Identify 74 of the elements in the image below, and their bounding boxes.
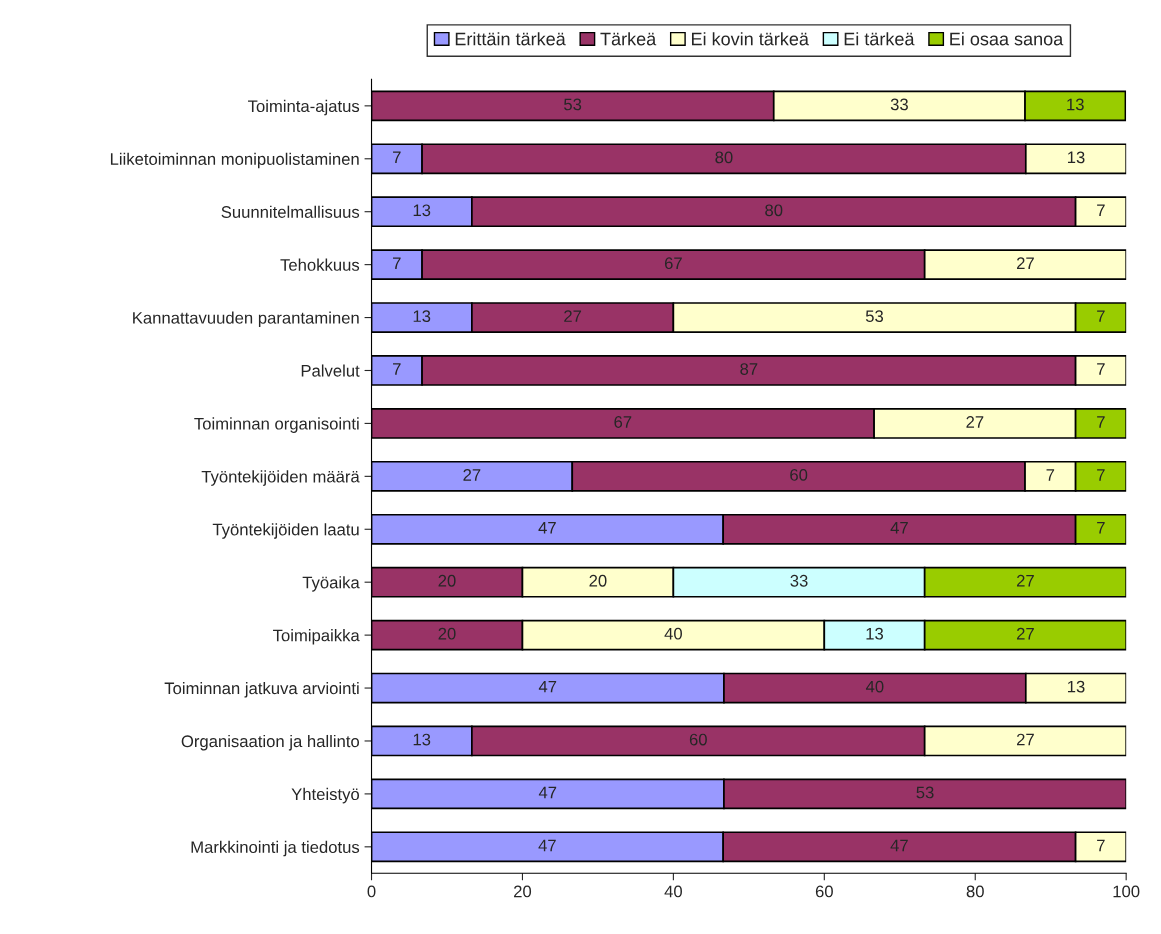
y-tick-label: Organisaation ja hallinto [181,734,360,751]
data-label: 40 [664,627,682,640]
data-label: 27 [564,310,582,322]
y-tick-label: Liiketoiminnan monipuolistaminen [110,152,359,169]
data-label: 27 [1016,257,1034,269]
data-label: 60 [689,733,707,746]
legend-label: Ei osaa sanoa [950,32,1064,46]
y-tick-label: Palvelut [301,364,360,377]
data-label: 27 [463,469,481,481]
data-label: 47 [538,522,556,534]
data-label: 53 [564,98,582,111]
x-tick-label: 60 [815,885,833,898]
data-label: 13 [1067,98,1084,111]
data-label: 7 [1097,310,1105,322]
x-tick-label: 100 [1113,885,1140,898]
data-label: 7 [1097,416,1105,428]
data-label: 53 [865,310,884,323]
data-label: 47 [538,786,557,799]
data-label: 47 [890,839,908,852]
data-label: 60 [790,469,808,481]
data-label: 7 [1097,522,1105,534]
data-label: 20 [589,574,607,587]
data-label: 67 [664,257,682,270]
data-label: 27 [1016,574,1034,587]
data-label: 7 [393,363,401,375]
data-label: 7 [1097,204,1105,217]
x-tick-label: 80 [966,885,984,898]
y-tick-label: Toimipaikka [273,629,360,645]
y-tick-label: Toiminta-ajatus [248,99,360,116]
data-label: 13 [413,733,431,746]
x-tick-label: 20 [514,885,532,898]
legend-label: Erittäin tärkeä [455,32,566,46]
legend-label: Ei kovin tärkeä [692,32,809,46]
data-label: 13 [413,204,431,217]
data-label: 67 [614,416,632,428]
data-label: 80 [715,151,733,164]
data-label: 27 [1016,627,1034,640]
data-label: 87 [740,363,758,375]
data-label: 80 [765,204,783,217]
data-label: 7 [1097,839,1105,852]
x-tick-label: 0 [367,885,376,898]
data-label: 7 [1097,363,1105,375]
x-tick-label: 40 [664,885,682,898]
y-tick-label: Toiminnan organisointi [194,417,359,433]
y-tick-label: Työaika [302,576,360,592]
data-label: 7 [1097,469,1105,481]
data-label: 27 [966,416,984,428]
data-label: 33 [790,574,808,587]
data-label: 7 [393,151,401,164]
legend-label: Tärkeä [600,32,657,46]
data-label: 7 [393,257,401,269]
data-label: 33 [890,98,908,111]
y-tick-label: Tehokkuus [280,258,360,271]
data-label: 7 [1046,469,1055,481]
data-label: 47 [538,680,557,693]
data-label: 20 [438,574,456,587]
data-label: 47 [890,522,908,534]
y-tick-label: Suunnitelmallisuus [221,205,360,218]
y-tick-label: Yhteistyö [291,787,360,804]
data-label: 13 [866,627,884,640]
data-label: 13 [1067,151,1085,164]
data-label: 13 [1067,680,1085,693]
data-label: 53 [916,786,934,799]
data-label: 47 [538,839,556,852]
y-tick-label: Markkinointi ja tiedotus [191,840,360,857]
legend-label: Ei tärkeä [844,32,915,46]
y-tick-label: Työntekijöiden laatu [212,523,359,539]
data-label: 40 [865,680,884,693]
data-label: 20 [438,627,456,640]
y-tick-label: Työntekijöiden määrä [201,470,360,486]
y-tick-label: Kannattavuuden parantaminen [133,311,359,328]
data-label: 13 [413,310,431,323]
y-tick-label: Toiminnan jatkuva arviointi [164,682,359,698]
data-label: 27 [1016,733,1034,746]
